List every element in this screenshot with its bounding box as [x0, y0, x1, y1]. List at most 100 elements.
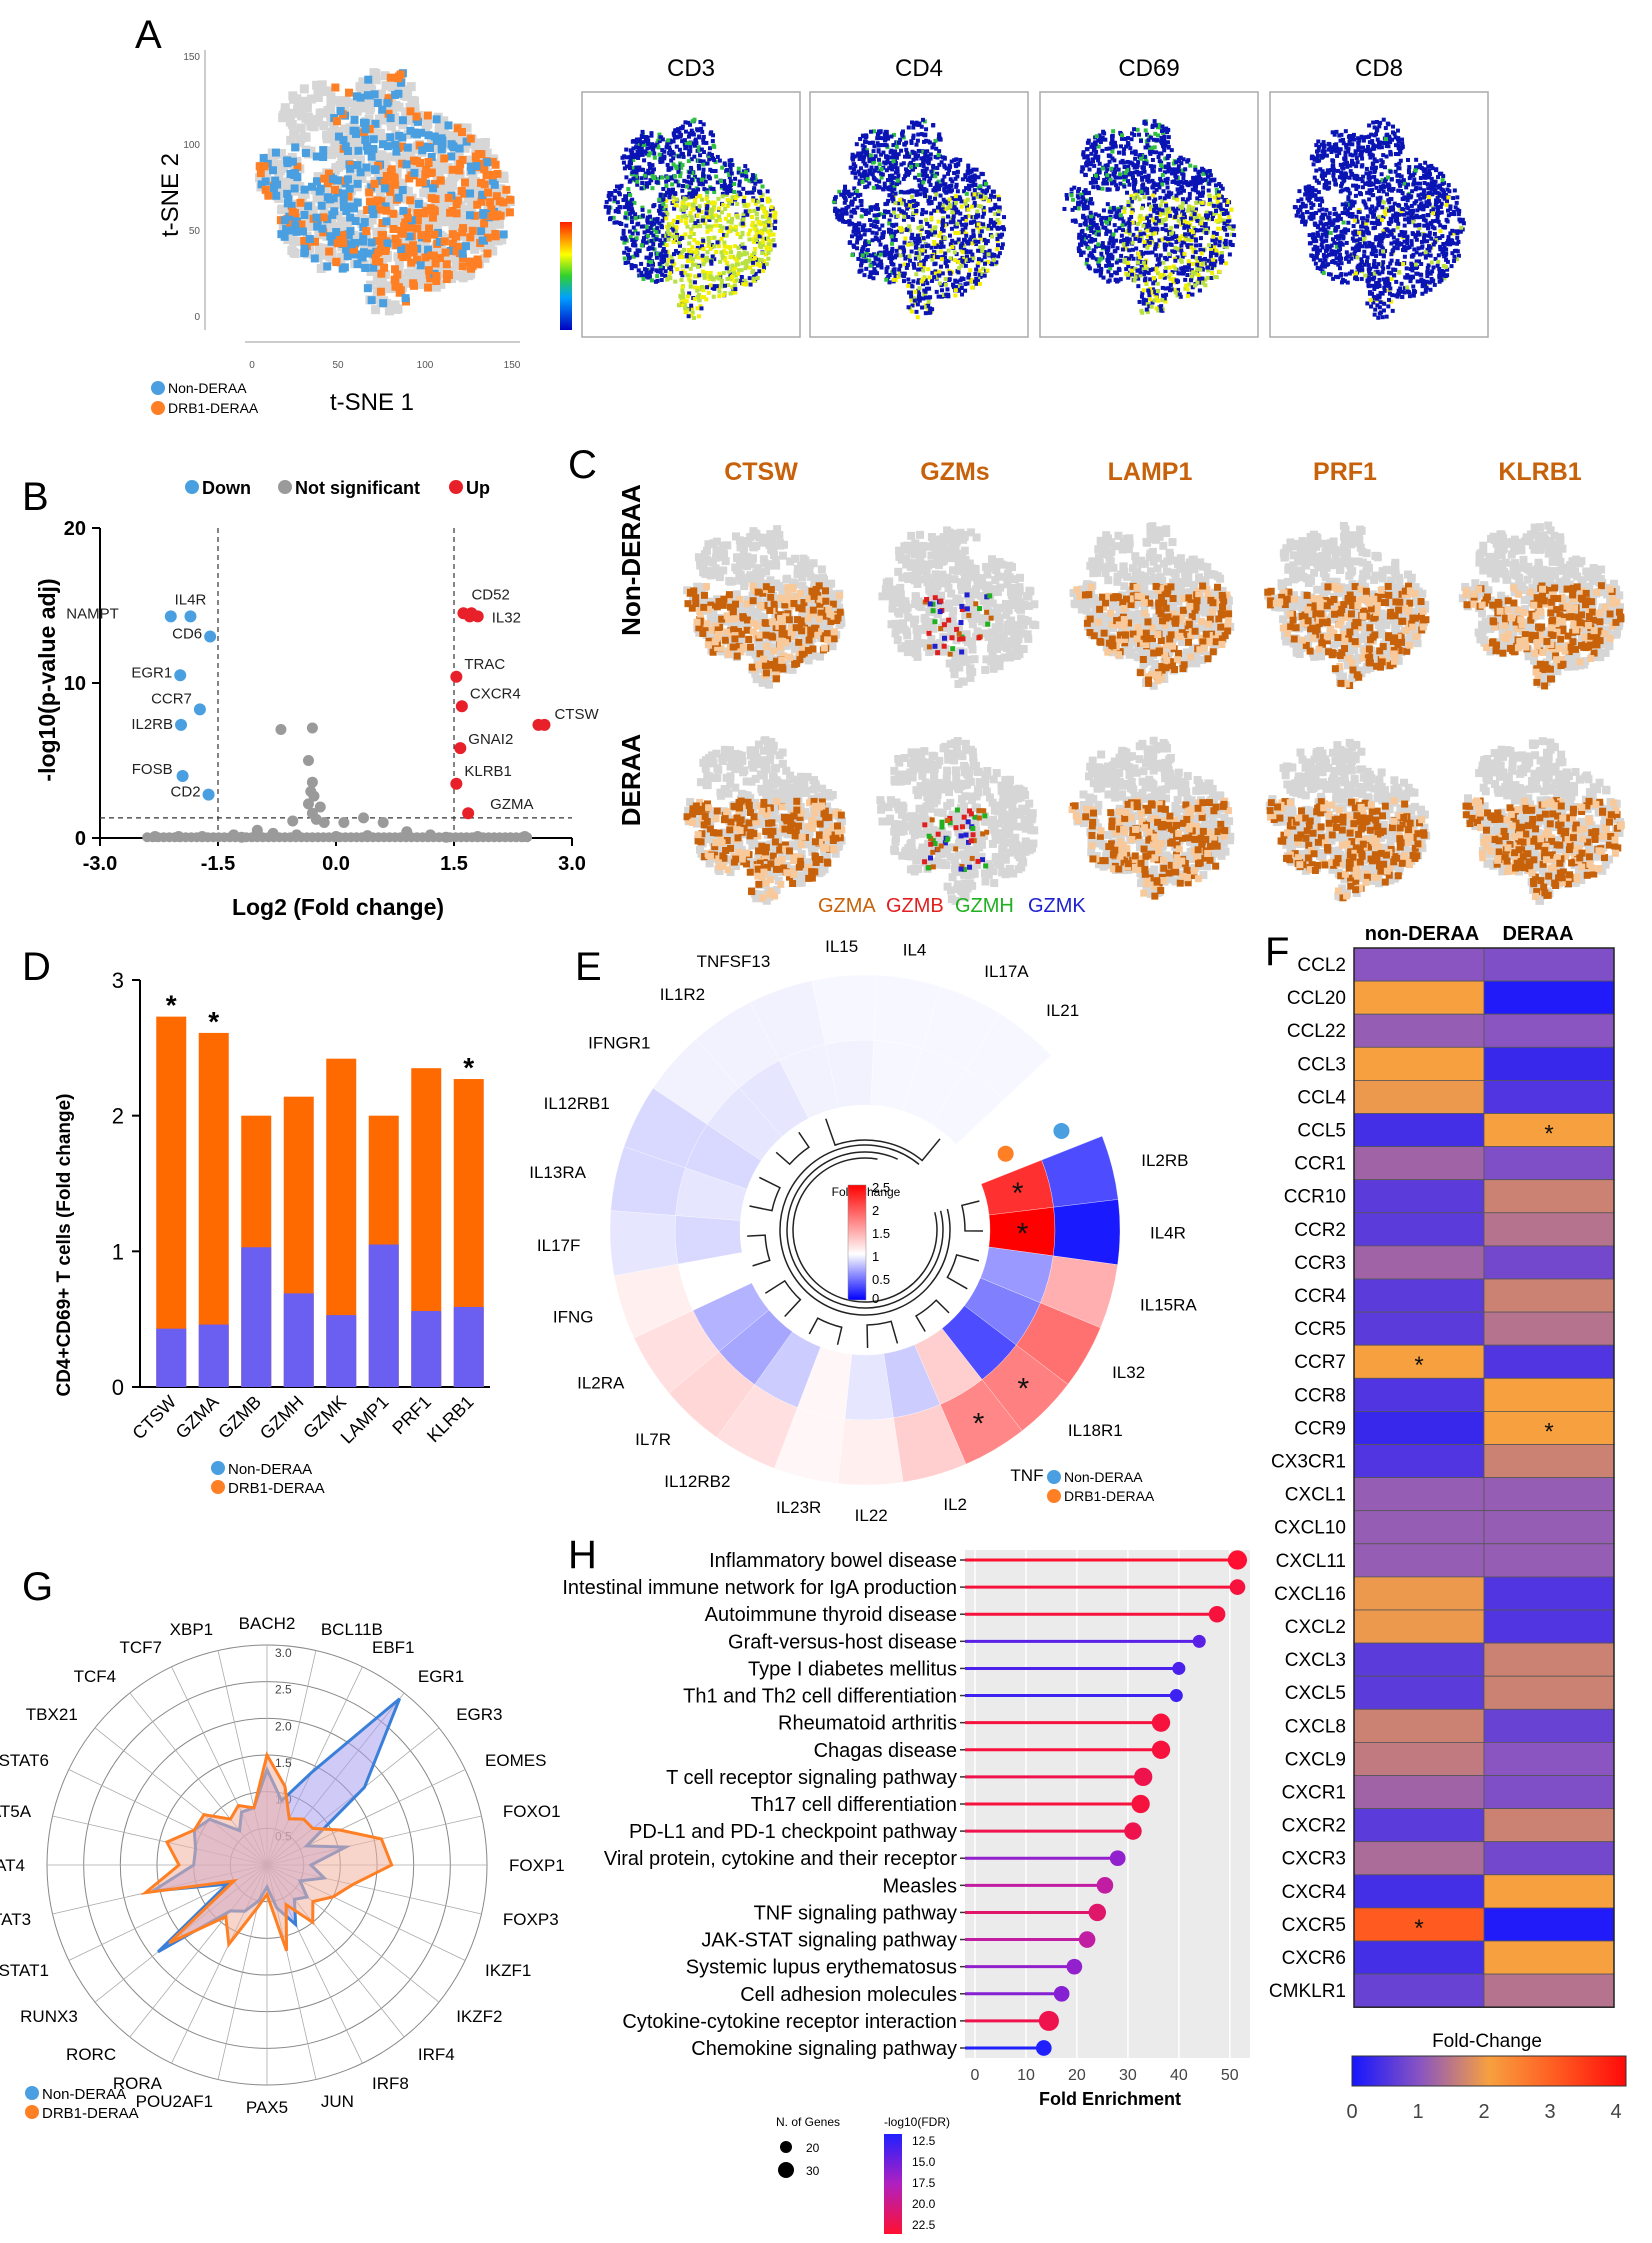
tsne-cell-colored [349, 245, 358, 254]
tsne-cell [279, 163, 289, 173]
marker-cell [669, 254, 674, 259]
tsne-cell [381, 81, 391, 91]
marker-cell [643, 171, 648, 176]
marker-cell [727, 183, 732, 188]
marker-cell [691, 231, 696, 236]
marker-cell [926, 267, 931, 272]
tsne-cell-colored [365, 91, 374, 100]
tsne-x-axis: 0 50 100 150 t-SNE 1 [245, 341, 521, 416]
marker-cell [646, 138, 651, 143]
marker-cell [902, 279, 907, 284]
marker-cell [671, 240, 676, 245]
marker-cell [696, 177, 701, 182]
tsne-cell-colored [424, 283, 433, 292]
marker-cell [1126, 136, 1131, 141]
marker-cell [614, 220, 619, 225]
marker-cell [981, 190, 986, 195]
marker-cell [631, 166, 636, 171]
x-axis-label: t-SNE 1 [330, 389, 414, 416]
marker-cell [831, 199, 836, 204]
marker-cell [1218, 184, 1223, 189]
marker-cell [949, 159, 954, 164]
marker-cell [945, 264, 950, 269]
marker-cell [994, 260, 999, 265]
marker-cell [680, 139, 685, 144]
marker-cell [744, 262, 749, 267]
tsne-cell-colored [421, 170, 430, 179]
marker-cell [644, 240, 649, 245]
marker-cell [640, 140, 645, 145]
marker-cell [718, 223, 723, 228]
marker-cell [654, 255, 659, 260]
marker-cell [907, 199, 912, 204]
tsne-cell [380, 270, 390, 280]
tsne-cell-colored [392, 147, 401, 156]
marker-cell [650, 146, 655, 151]
marker-cell [1198, 236, 1203, 241]
marker-cell [869, 207, 874, 212]
marker-cell [933, 230, 938, 235]
marker-cell [644, 225, 649, 230]
marker-cell [948, 189, 953, 194]
marker-cell [1002, 215, 1007, 220]
marker-cell [670, 234, 675, 239]
marker-cell [848, 240, 853, 245]
tsne-cell-colored [360, 218, 369, 227]
marker-cell [896, 201, 901, 206]
tsne-cell [365, 103, 375, 113]
tsne-cell-colored [436, 254, 445, 263]
marker-cell [899, 162, 904, 167]
marker-cell [698, 224, 703, 229]
marker-cell [1162, 170, 1167, 175]
tsne-y-axis: 150 100 50 0 t-SNE 2 [157, 50, 206, 330]
marker-cell [771, 213, 776, 218]
tsne-cell [465, 216, 475, 226]
marker-cell [709, 201, 714, 206]
marker-cell [676, 250, 681, 255]
marker-cell [712, 189, 717, 194]
tsne-cell-colored [296, 198, 305, 207]
marker-cell [694, 206, 699, 211]
marker-cell [635, 179, 640, 184]
marker-cell [1176, 287, 1181, 292]
marker-cell [724, 266, 729, 271]
tsne-cell [371, 75, 381, 85]
marker-cell [1198, 228, 1203, 233]
marker-cell [743, 170, 748, 175]
marker-cell [979, 258, 984, 263]
marker-cell [693, 221, 698, 226]
marker-cell [871, 185, 876, 190]
marker-cell [631, 154, 636, 159]
marker-cell [628, 235, 633, 240]
tsne-cell-colored [482, 171, 491, 180]
tsne-cell-colored [291, 169, 300, 178]
marker-cell [909, 164, 914, 169]
marker-cell [624, 147, 629, 152]
marker-cell [969, 183, 974, 188]
marker-cell [702, 272, 707, 277]
marker-cell [734, 262, 739, 267]
marker-cell [760, 184, 765, 189]
marker-cell [1127, 256, 1132, 261]
tsne-cell-colored [430, 230, 439, 239]
marker-cell [953, 258, 958, 263]
tsne-cell-colored [346, 213, 355, 222]
marker-cell [692, 224, 697, 229]
tsne-cell [445, 176, 455, 186]
tsne-cell [434, 120, 444, 130]
marker-cell [743, 209, 748, 214]
tsne-cell [314, 243, 324, 253]
marker-cell [670, 149, 675, 154]
y-tick: 0 [194, 312, 200, 323]
tsne-cell-colored [255, 162, 264, 171]
marker-cell [1186, 282, 1191, 287]
tsne-cell-colored [396, 78, 405, 87]
tsne-cell-colored [391, 265, 400, 274]
marker-cell [636, 153, 641, 158]
marker-cell [684, 140, 689, 145]
marker-cell [972, 192, 977, 197]
marker-cell [766, 223, 771, 228]
marker-cell [708, 246, 713, 251]
marker-cell [771, 232, 776, 237]
marker-cell [729, 171, 734, 176]
